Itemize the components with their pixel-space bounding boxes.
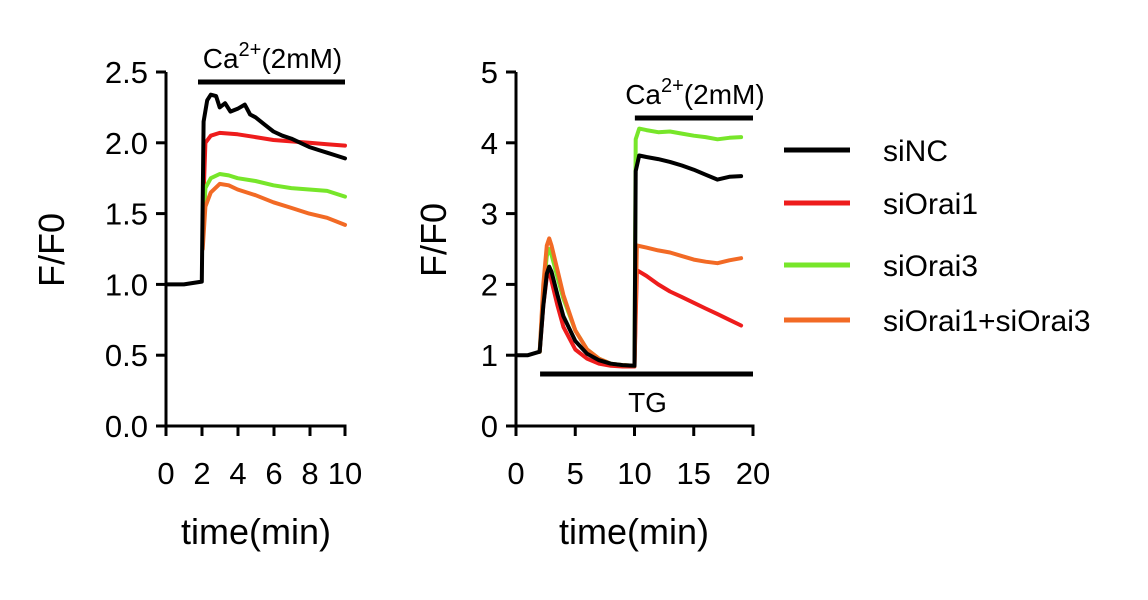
treatment-label-rest: (2mM): [684, 79, 765, 110]
y-tick-label: 5: [481, 55, 498, 90]
x-tick-label: 20: [736, 456, 770, 491]
treatment-label-superscript: 2+: [661, 75, 684, 97]
treatment-label: TG: [628, 387, 667, 418]
legend-label: siOrai1+siOrai3: [883, 305, 1091, 338]
x-tick-label: 8: [301, 456, 318, 491]
y-tick-label: 1.0: [105, 267, 148, 302]
y-tick-label: 1.5: [105, 197, 148, 232]
legend-item: siOrai1: [784, 188, 978, 221]
y-tick-label: 0: [481, 409, 498, 444]
series-line-siorai1-siorai3: [537, 236, 744, 368]
x-tick-label: 4: [229, 456, 246, 491]
treatment-label-base: Ca: [203, 43, 239, 74]
x-tick-label: 2: [193, 456, 210, 491]
series-line-sinc: [164, 92, 347, 287]
legend-item: siNC: [784, 135, 948, 168]
y-tick-label: 1: [481, 338, 498, 373]
legend: siNC siOrai1 siOrai3 siOrai1+siOrai3: [784, 135, 1091, 338]
treatment-label-rest: (2mM): [261, 43, 342, 74]
y-axis-label: F/F0: [413, 203, 454, 277]
treatment-label-base: TG: [628, 387, 667, 418]
x-tick-label: 10: [328, 456, 362, 491]
legend-label: siOrai1: [883, 188, 978, 221]
treatment-label: Ca2+(2mM): [625, 75, 764, 110]
treatment-label: Ca2+(2mM): [203, 39, 342, 74]
x-tick-label: 0: [507, 456, 524, 491]
series-line-sinc: [514, 153, 744, 368]
x-tick-label: 5: [567, 456, 584, 491]
y-tick-label: 3: [481, 197, 498, 232]
x-axis-label: time(min): [559, 511, 709, 552]
y-tick-label: 2: [481, 267, 498, 302]
series-line-siorai1-siorai3: [200, 181, 347, 251]
treatment-label-superscript: 2+: [239, 39, 262, 61]
y-tick-label: 0.0: [105, 409, 148, 444]
x-axis-label: time(min): [181, 511, 331, 552]
y-tick-label: 0.5: [105, 338, 148, 373]
series-line-siorai1: [200, 130, 347, 223]
x-tick-label: 6: [265, 456, 282, 491]
x-tick-label: 0: [157, 456, 174, 491]
x-tick-label: 10: [617, 456, 651, 491]
treatment-label-base: Ca: [625, 79, 661, 110]
legend-item: siOrai3: [784, 250, 978, 283]
legend-label: siOrai3: [883, 250, 978, 283]
y-tick-label: 4: [481, 126, 498, 161]
y-axis-label: F/F0: [31, 213, 72, 287]
series-line-siorai3: [200, 172, 347, 244]
chart-panel-1: 0.0 0.5 1.0 1.5 2.0 2.5 0 2 4 6 8 10 F/F0 time(min) Ca…: [31, 39, 362, 552]
chart-panel-2: 0 1 2 3 4 5 0 5 10 15 20 F/F0 time(min) Ca2+(2mM) TG: [413, 55, 770, 552]
legend-label: siNC: [883, 135, 948, 168]
x-tick-label: 15: [677, 456, 711, 491]
y-tick-label: 2.5: [105, 55, 148, 90]
y-tick-label: 2.0: [105, 126, 148, 161]
legend-item: siOrai1+siOrai3: [784, 305, 1091, 338]
